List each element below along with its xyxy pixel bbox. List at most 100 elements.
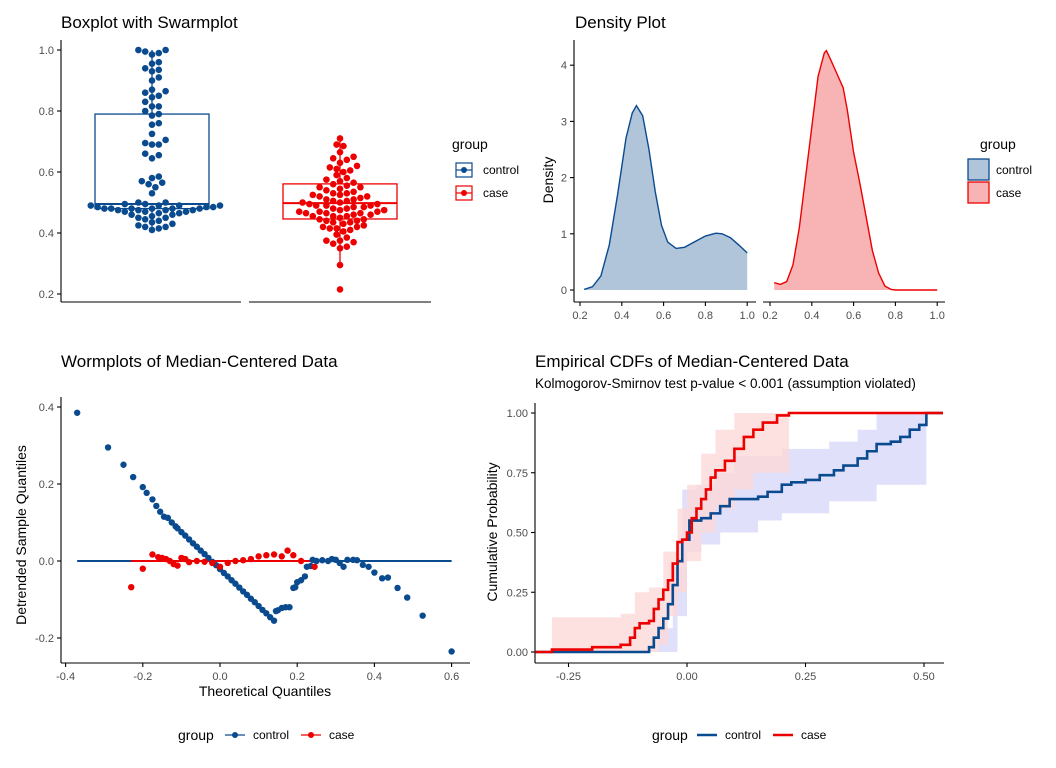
legend-key-density-control [967,158,990,181]
swarm-point-case [329,190,337,197]
swarm-point-control [155,173,163,180]
ecdf-x-tick-label: 0.25 [795,671,816,683]
legend-key-point [308,732,314,738]
density-x-tick-label: 0.8 [888,310,903,322]
ecdf-y-tick-label: 0.00 [507,647,528,659]
swarm-point-case [350,153,357,161]
swarm-point-case [350,179,357,186]
swarm-point-control [148,226,156,234]
swarm-point-case [346,226,354,234]
swarm-point-control [121,208,129,215]
density-x-tick-label: 0.2 [572,310,587,322]
swarm-point-case [329,180,337,188]
swarm-point-control [148,174,156,182]
wormplot-point-case [185,558,193,566]
swarm-point-control [135,46,142,54]
density-x-tick-label: 0.8 [698,310,713,322]
wormplot-x-tick-label: 0.0 [212,671,227,683]
swarm-point-case [326,164,334,171]
ecdf-line-case [535,411,943,654]
boxplot-legend-label-case: case [483,186,509,200]
swarm-point-control [175,209,183,217]
ecdf-y-tick-label: 0.25 [507,587,528,599]
swarm-point-case [323,196,330,203]
swarm-point-control [141,208,149,215]
wormplot-x-tick-label: 0.4 [367,671,382,683]
swarm-point-control [141,200,149,208]
swarm-point-case [336,191,344,199]
density-x-tick-label: 0.6 [656,310,671,322]
swarm-point-case [323,209,330,217]
swarm-point-case [350,196,357,203]
density-y-tick-label: 2 [561,173,567,185]
wormplot-point-control [448,648,455,655]
swarm-point-control [162,199,169,206]
swarm-point-case [343,243,351,251]
swarm-point-control [155,74,163,81]
swarm-point-case [295,208,303,215]
ecdf-legend-label-control: control [725,728,761,742]
swarm-point-control [141,89,149,96]
swarm-point-case [326,225,334,232]
swarm-point-case [336,159,344,167]
swarm-point-case [343,190,351,197]
swarm-point-case [340,220,347,228]
swarm-point-control [107,205,115,212]
density-x-tick-label: 0.4 [614,310,629,322]
swarm-point-case [333,225,340,232]
wormplot-point-case [297,557,305,565]
wormplot-point-control [156,508,164,515]
swarm-point-control [162,136,169,144]
boxplot-title: Boxplot with Swarmplot [61,13,238,32]
swarm-point-control [135,206,142,214]
ecdf-y-tick-label: 0.50 [507,528,528,540]
swarm-point-case [360,203,368,211]
swarm-point-case [336,135,344,142]
swarm-point-case [336,177,344,185]
swarm-point-control [148,205,156,212]
swarm-point-control [162,46,169,54]
swarm-point-case [374,200,381,208]
wormplot-point-case [201,558,208,565]
wormplot-y-tick-label: 0.2 [39,479,54,491]
wormplot-point-case [263,552,270,559]
swarm-point-control [155,110,163,118]
swarm-point-case [340,228,347,235]
wormplot-point-case [239,557,247,564]
wormplot-point-control [340,563,347,570]
swarm-point-case [343,174,351,182]
wormplot-point-case [139,565,146,572]
swarm-point-case [336,206,344,214]
swarm-point-case [336,214,344,222]
boxplot-y-tick-label: 0.6 [39,167,54,179]
swarm-point-control [145,180,152,188]
swarm-point-control [94,203,101,211]
swarm-point-control [155,141,163,148]
wormplot-point-control [149,496,156,503]
wormplot-point-control [371,569,378,576]
boxplot-legend-label-control: control [483,163,519,177]
wormplot-point-control [286,604,293,611]
swarm-point-control [158,179,166,186]
swarm-point-case [323,237,330,244]
swarm-point-control [148,86,156,93]
ecdf-line-control [535,411,943,654]
wormplot-point-control [301,573,309,580]
density-area-case [774,50,938,291]
density-legend-label-control: control [996,163,1032,177]
swarm-point-case [336,286,344,293]
density-legend-label-case: case [996,186,1022,200]
wormplot-point-case [149,551,156,558]
swarm-point-case [336,199,344,206]
swarm-point-case [346,167,354,174]
swarm-point-case [374,208,381,215]
swarm-point-control [152,183,159,191]
swarm-point-case [350,238,357,246]
swarm-point-control [128,205,135,212]
wormplot-point-control [120,461,127,468]
swarm-point-control [148,93,156,101]
swarm-point-control [148,112,156,119]
density-area-control [584,105,748,290]
wormplot-point-control [313,557,320,565]
swarm-point-case [360,215,368,223]
